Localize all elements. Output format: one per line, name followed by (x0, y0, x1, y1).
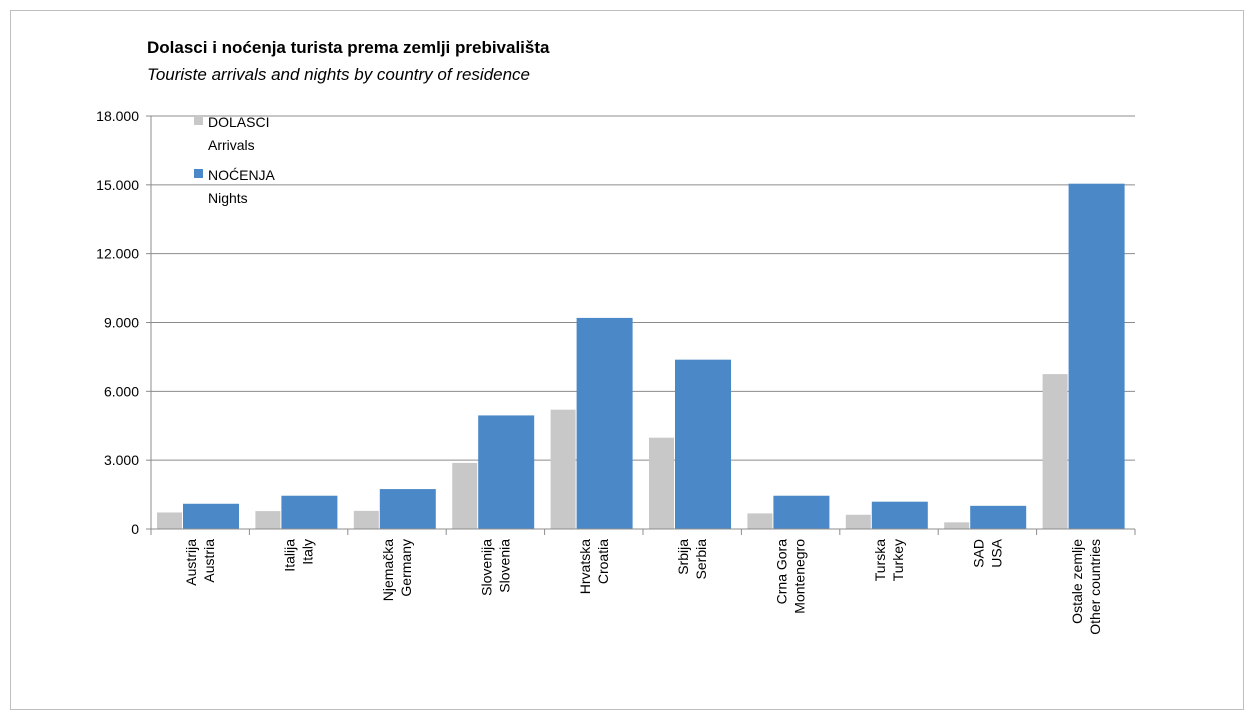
category-label-line: Srbija (675, 539, 691, 575)
bar-arrivals (944, 522, 970, 529)
bar-arrivals (157, 512, 182, 529)
category-label: SAD USA (970, 538, 1004, 567)
category-label-line: SAD (970, 539, 986, 568)
bar-nights (1068, 183, 1125, 530)
category-label-line: Italija (282, 539, 298, 572)
bars (157, 183, 1125, 530)
bar-arrivals (255, 511, 281, 529)
bar-arrivals (1042, 374, 1068, 529)
category-label-line: Austrija (183, 539, 199, 586)
category-label-line: Njemačka (380, 539, 396, 601)
y-tick-label: 0 (131, 521, 139, 537)
category-label-line: Montenegro (792, 539, 808, 614)
category-label-line: Other countries (1087, 539, 1103, 635)
category-label-line: Slovenija (478, 539, 494, 596)
gridlines (151, 115, 1135, 461)
bar-nights (871, 501, 928, 529)
bar-arrivals (747, 513, 773, 529)
bar-arrivals (845, 514, 871, 529)
category-label-line: Slovenia (496, 539, 512, 593)
legend-label: Nights (208, 190, 248, 206)
y-tick-label: 9.000 (104, 315, 139, 331)
bar-nights (379, 489, 436, 529)
bar-arrivals (353, 510, 379, 529)
legend-label: Arrivals (208, 137, 255, 153)
category-label: Njemačka Germany (380, 539, 414, 601)
category-label-line: Hrvatska (577, 539, 593, 594)
y-tick-label: 12.000 (96, 246, 139, 262)
category-label: Hrvatska Croatia (577, 539, 611, 594)
bar-arrivals (550, 409, 576, 529)
category-label-line: Turska (872, 539, 888, 581)
bar-nights (281, 495, 338, 529)
y-tick-label: 18.000 (96, 108, 139, 124)
category-label: Srbija Serbia (675, 539, 709, 580)
y-axis-ticks: 0 3.000 6.000 9.000 12.000 15.000 18.000 (96, 108, 151, 537)
category-label-line: USA (988, 538, 1004, 567)
bar-nights (970, 505, 1027, 529)
category-label-line: Crna Gora (774, 539, 790, 605)
category-label-line: Ostale zemlje (1069, 539, 1085, 624)
bar-nights (576, 317, 633, 529)
category-label-line: Germany (398, 539, 414, 597)
bar-arrivals (649, 437, 674, 529)
legend-label: NOĆENJA (208, 167, 276, 183)
category-labels: Austrija Austria Italija Italy Njemačka Germa… (183, 538, 1103, 634)
legend-swatch (194, 169, 203, 178)
bar-nights (478, 415, 535, 529)
category-label: Crna Gora Montenegro (774, 539, 808, 614)
bar-chart: Dolasci i noćenja turista prema zemlji p… (96, 38, 1136, 635)
category-label-line: Austria (201, 539, 217, 583)
x-axis (150, 116, 1136, 535)
legend-swatch (194, 116, 203, 125)
bar-arrivals (452, 462, 478, 529)
bar-nights (773, 495, 830, 529)
chart-frame: Dolasci i noćenja turista prema zemlji p… (10, 10, 1244, 710)
category-label-line: Italy (300, 539, 316, 565)
category-label-line: Turkey (890, 539, 906, 581)
category-label: Turska Turkey (872, 539, 906, 581)
chart-title: Dolasci i noćenja turista prema zemlji p… (147, 38, 550, 57)
category-label-line: Serbia (693, 539, 709, 580)
category-label: Austrija Austria (183, 539, 217, 586)
bar-nights (675, 359, 731, 529)
category-label: Slovenija Slovenia (478, 539, 512, 596)
legend-label: DOLASCI (208, 114, 269, 130)
category-label: Italija Italy (282, 539, 316, 572)
y-tick-label: 6.000 (104, 383, 139, 399)
bar-nights (183, 503, 239, 529)
category-label: Ostale zemlje Other countries (1069, 539, 1103, 635)
chart-subtitle: Touriste arrivals and nights by country … (147, 65, 530, 84)
y-tick-label: 3.000 (104, 452, 139, 468)
legend: DOLASCI Arrivals NOĆENJA Nights (194, 114, 276, 206)
category-label-line: Croatia (595, 539, 611, 584)
y-tick-label: 15.000 (96, 177, 139, 193)
